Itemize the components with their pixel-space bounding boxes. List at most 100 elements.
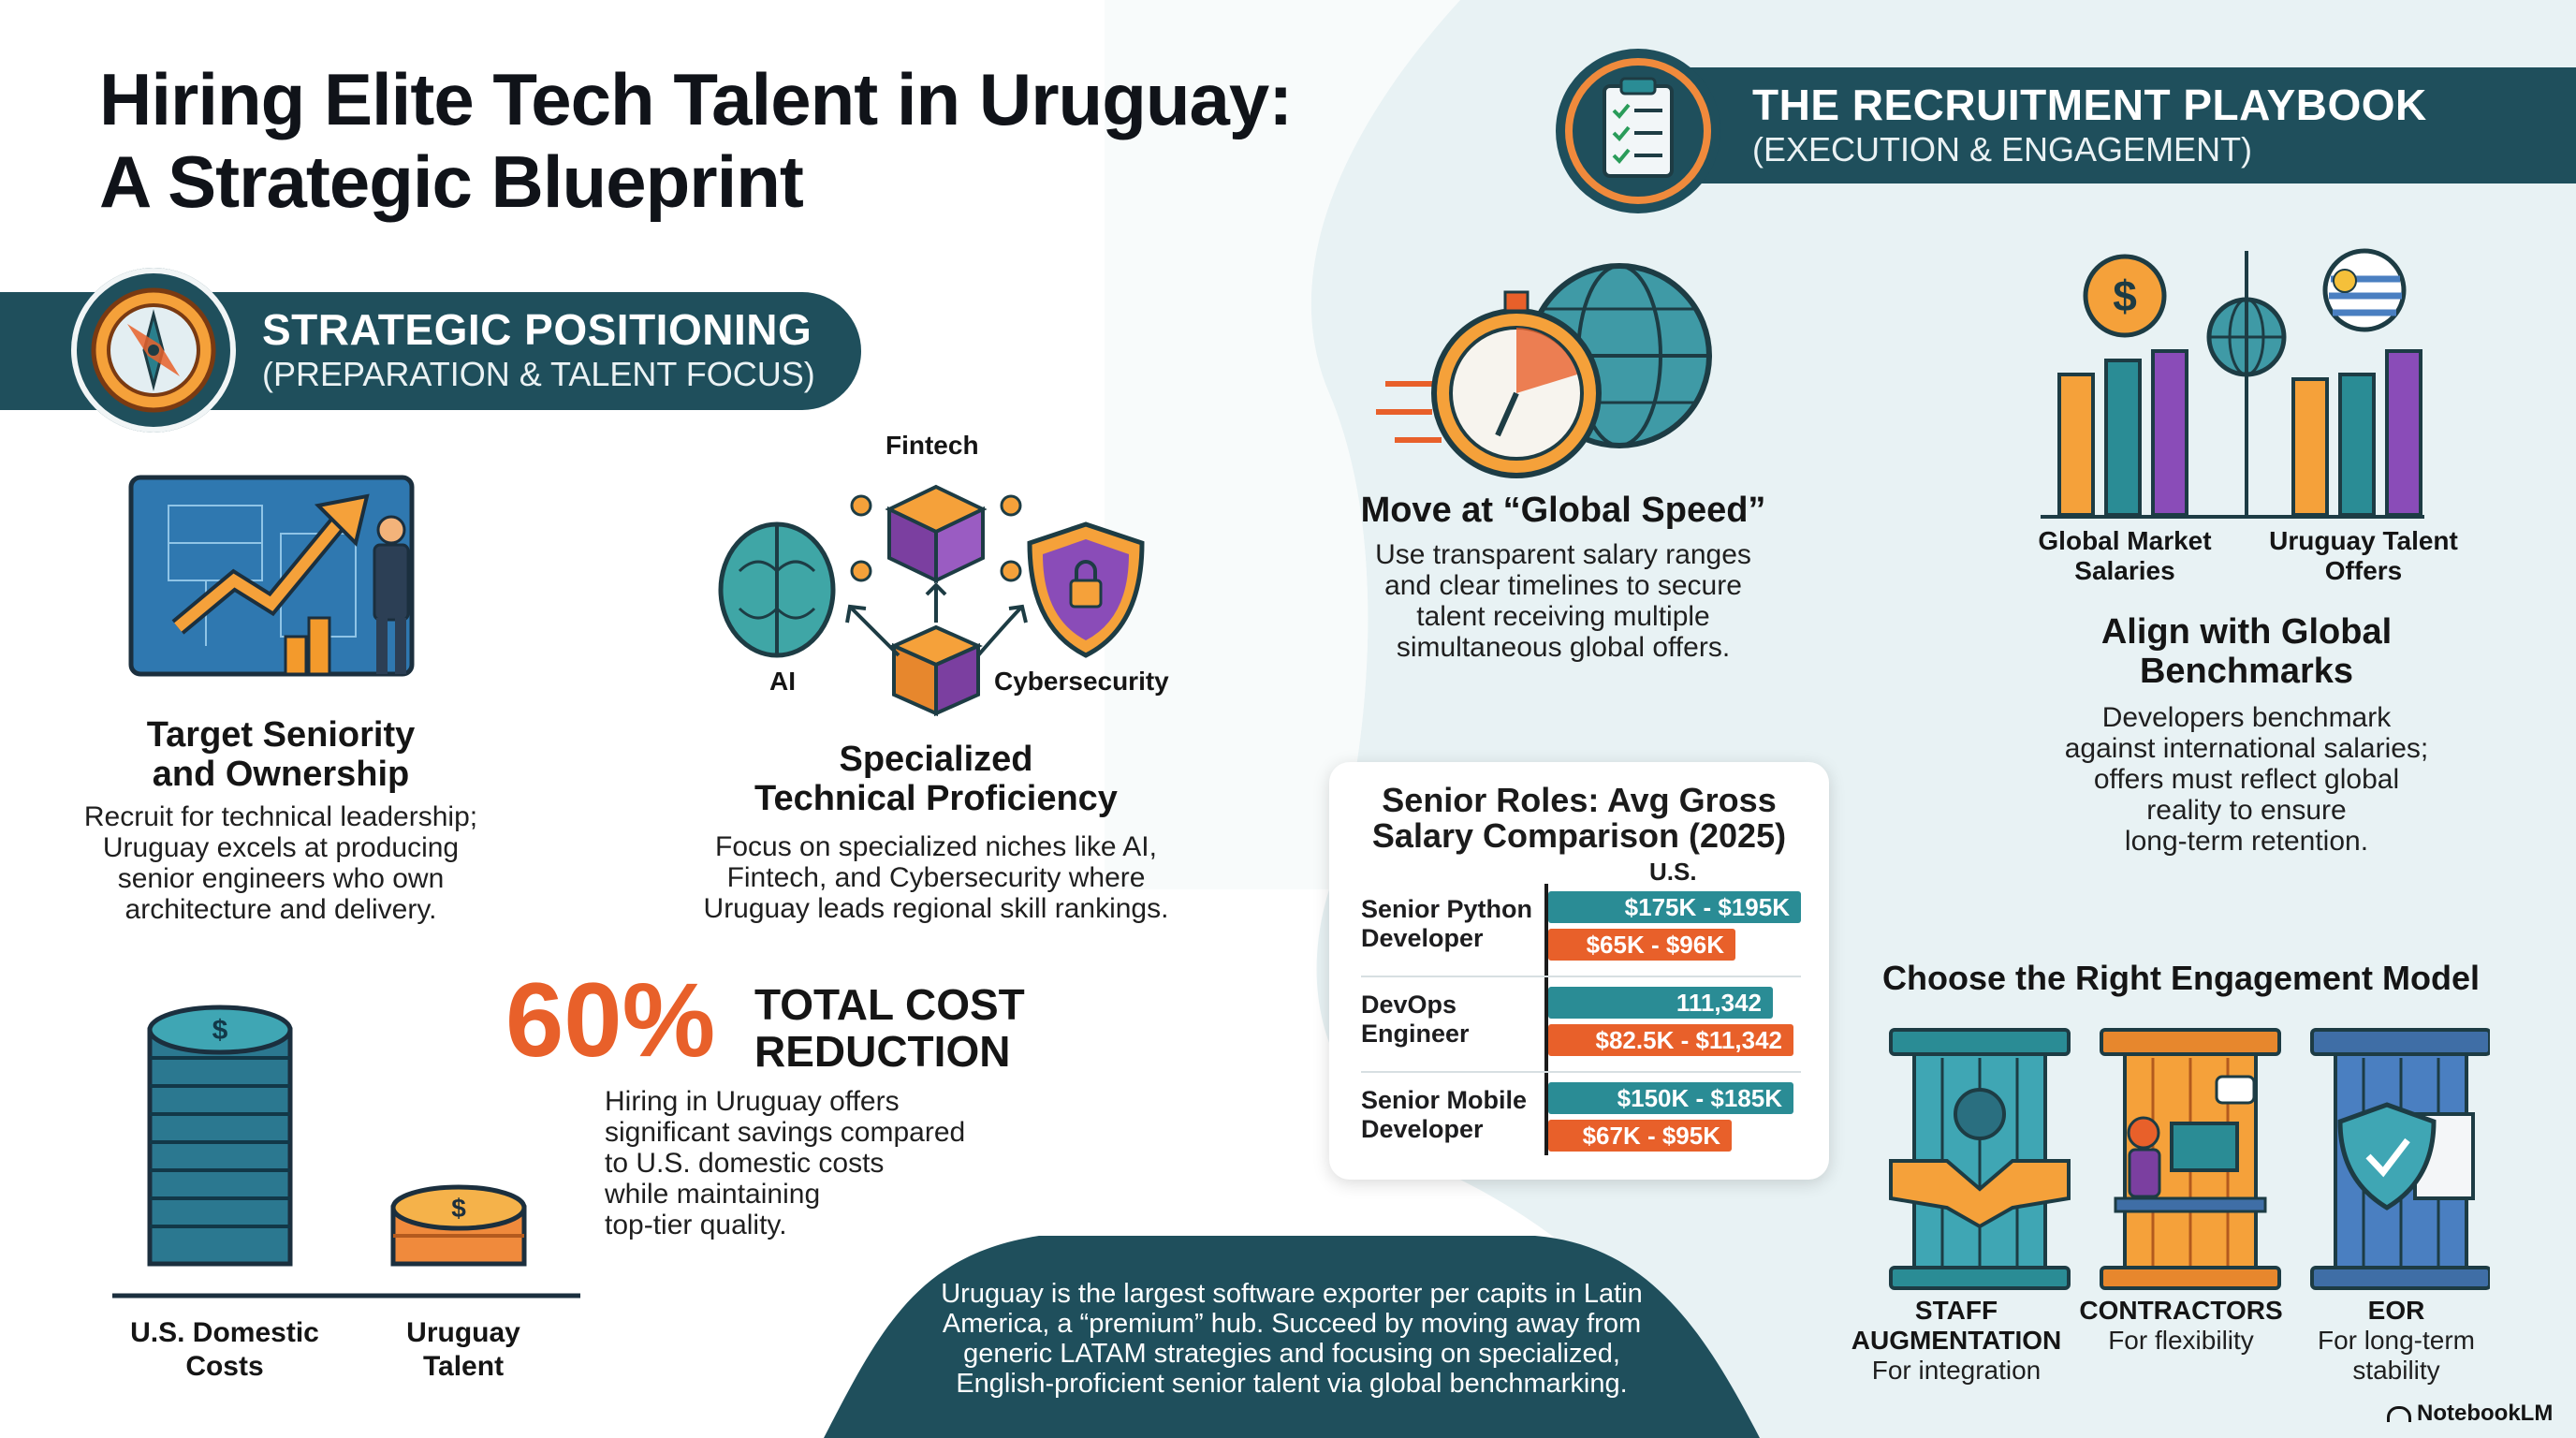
playbook-banner — [1647, 67, 2576, 183]
salary-card-title-1: Senior Roles: Avg Gross — [1382, 781, 1777, 819]
proficiency-heading-1: Specialized — [839, 740, 1033, 779]
model-contractors: CONTRACTORS For flexibility — [2069, 1296, 2293, 1356]
uy-offers-label: Uruguay Talent Offers — [2247, 526, 2481, 586]
stopwatch-globe-icon — [1376, 263, 1712, 478]
uy-cost-label: Uruguay Talent — [365, 1316, 562, 1384]
cost-headline-2: REDUCTION — [754, 1027, 1011, 1076]
clipboard-checklist-icon — [1565, 58, 1711, 204]
seniority-section: Target Seniority and Ownership Recruit f… — [66, 715, 496, 925]
title-line-1: Hiring Elite Tech Talent in Uruguay: — [99, 58, 1293, 140]
speed-body-2: and clear timelines to secure — [1384, 570, 1742, 601]
us-cost-label-1: U.S. Domestic — [130, 1317, 319, 1348]
seniority-body-4: architecture and delivery. — [124, 894, 437, 925]
handshake-icon — [1889, 1028, 2071, 1290]
row-3-role-1: Senior Mobile — [1361, 1086, 1528, 1114]
strategic-banner-subtitle: (PREPARATION & TALENT FOCUS) — [262, 355, 815, 393]
cost-body-2: significant savings compared — [605, 1117, 966, 1148]
row-2-role: DevOps Engineer — [1361, 990, 1470, 1049]
model-staff-desc: For integration — [1871, 1356, 2042, 1385]
model-staff: STAFF AUGMENTATION For integration — [1835, 1296, 2078, 1386]
svg-text:$: $ — [212, 1015, 228, 1046]
us-cost-label: U.S. Domestic Costs — [103, 1316, 346, 1384]
speed-body-4: simultaneous global offers. — [1396, 632, 1731, 663]
row-3-us-bar: $150K - $185K — [1548, 1082, 1793, 1114]
cost-reduction-headline: TOTAL COST REDUCTION — [754, 981, 1025, 1075]
proficiency-body-1: Focus on specialized niches like AI, — [715, 831, 1157, 862]
blueprint-growth-icon — [128, 475, 415, 677]
compass-icon-ring — [71, 268, 236, 433]
benchmarks-body-5: long-term retention. — [2124, 826, 2369, 857]
cost-headline-1: TOTAL COST — [754, 980, 1025, 1029]
diagram-label-ai: AI — [769, 667, 796, 696]
benchmarks-section: Align with Global Benchmarks Developers … — [2012, 612, 2481, 857]
fintech-cube-icon — [850, 484, 1022, 584]
row-3-uy-bar: $67K - $95K — [1548, 1120, 1732, 1152]
row-1-us-bar: $175K - $195K — [1548, 891, 1801, 923]
diagram-label-cybersecurity: Cybersecurity — [994, 667, 1169, 696]
cost-body-5: top-tier quality. — [605, 1210, 787, 1240]
cost-body-4: while maintaining — [605, 1179, 821, 1210]
row-divider-1 — [1361, 976, 1801, 977]
coin-stacks-icon: $ $ — [112, 1005, 580, 1299]
title-line-2: A Strategic Blueprint — [99, 140, 804, 223]
uy-offers-label-1: Uruguay Talent — [2269, 526, 2458, 555]
playbook-banner-title: THE RECRUITMENT PLAYBOOK — [1752, 81, 2427, 129]
laptop-worker-icon — [2100, 1028, 2281, 1290]
speed-body-1: Use transparent salary ranges — [1375, 539, 1751, 570]
cost-body-3: to U.S. domestic costs — [605, 1148, 885, 1179]
svg-text:$: $ — [2113, 271, 2137, 320]
cost-body-1: Hiring in Uruguay offers — [605, 1086, 900, 1117]
tech-niches-diagram — [718, 484, 1145, 717]
cost-body: Hiring in Uruguay offers significant sav… — [605, 1086, 965, 1240]
brand-logo: NotebookLM — [2387, 1401, 2553, 1427]
footer-line-4: English-proficient senior talent via glo… — [956, 1369, 1628, 1399]
model-eor: EOR For long-term stability — [2284, 1296, 2509, 1386]
model-contractors-name: CONTRACTORS — [2079, 1296, 2283, 1325]
clipboard-icon-ring — [1556, 49, 1720, 213]
row-2-us-bar: 111,342 — [1548, 987, 1773, 1019]
notebooklm-icon — [2387, 1406, 2411, 1423]
row-1-role: Senior Python Developer — [1361, 895, 1532, 953]
seniority-body-1: Recruit for technical leadership; — [83, 801, 478, 832]
benchmarks-body-3: offers must reflect global — [2093, 764, 2400, 795]
brain-icon — [718, 521, 836, 658]
benchmarks-heading-1: Align with Global — [2100, 612, 2393, 652]
model-contractors-desc: For flexibility — [2108, 1326, 2254, 1355]
speed-lines — [1376, 381, 1442, 443]
row-1-role-1: Senior Python — [1361, 895, 1533, 923]
engagement-heading: Choose the Right Engagement Model — [1881, 959, 2480, 997]
benchmarks-body-1: Developers benchmark — [2101, 702, 2392, 733]
us-cost-label-2: Costs — [185, 1351, 264, 1382]
speed-section: Move at “Global Speed” Use transparent s… — [1310, 491, 1816, 663]
brand-name: NotebookLM — [2417, 1401, 2554, 1426]
global-salaries-label: Global Market Salaries — [2012, 526, 2237, 586]
row-1-role-2: Developer — [1361, 924, 1484, 952]
salary-card-us-header: U.S. — [1649, 858, 1697, 886]
strategic-banner-text: STRATEGIC POSITIONING (PREPARATION & TAL… — [262, 305, 815, 395]
uy-cost-label-1: Uruguay — [406, 1317, 520, 1348]
footer-text: Uruguay is the largest software exporter… — [880, 1279, 1704, 1399]
seniority-heading-2: and Ownership — [152, 755, 410, 794]
row-3-role-2: Developer — [1361, 1115, 1484, 1143]
global-salaries-label-2: Salaries — [2074, 556, 2175, 585]
footer-shape — [824, 1236, 1760, 1438]
uy-coin-stack: $ — [390, 1184, 527, 1267]
row-1-uy-bar: $65K - $96K — [1548, 929, 1735, 961]
playbook-banner-subtitle: (EXECUTION & ENGAGEMENT) — [1752, 130, 2253, 169]
svg-text:$: $ — [451, 1194, 466, 1223]
uy-offers-label-2: Offers — [2324, 556, 2403, 585]
salary-card-axis — [1544, 884, 1548, 1155]
salary-card-title-2: Salary Comparison (2025) — [1371, 816, 1787, 855]
row-2-role-1: DevOps — [1361, 990, 1457, 1019]
seniority-body-2: Uruguay excels at producing — [102, 832, 460, 863]
us-coin-stack: $ — [147, 1005, 293, 1267]
playbook-banner-text: THE RECRUITMENT PLAYBOOK (EXECUTION & EN… — [1752, 81, 2427, 170]
model-eor-desc-1: For long-term — [2317, 1326, 2476, 1355]
salary-benchmark-icon: $ — [2041, 248, 2424, 519]
row-3-role: Senior Mobile Developer — [1361, 1086, 1527, 1144]
model-staff-name-2: AUGMENTATION — [1851, 1326, 2062, 1355]
proficiency-heading-2: Technical Proficiency — [754, 779, 1118, 818]
diagram-arrows — [845, 582, 1028, 657]
compass-icon — [91, 287, 216, 413]
engagement-pillars — [1889, 1028, 2490, 1290]
